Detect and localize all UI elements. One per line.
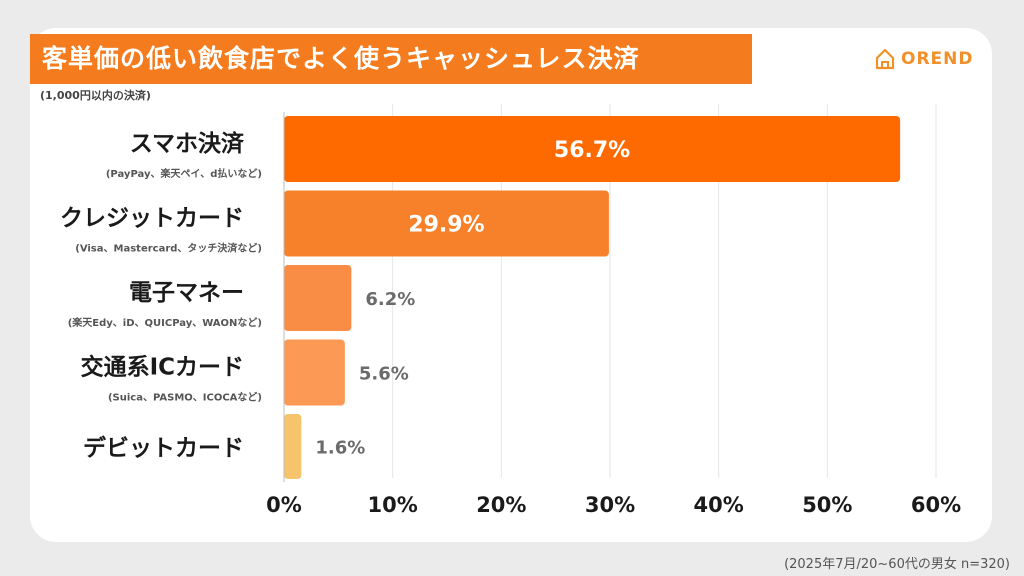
chart-subtitle: (1,000円以内の決済) [40,89,151,102]
chart-card [30,28,992,542]
x-tick-label: 10% [368,493,418,517]
category-label: スマホ決済 [130,130,245,157]
x-tick-label: 0% [266,493,302,517]
category-note: (楽天Edy、iD、QUICPay、WAONなど) [68,316,262,329]
chart-title: 客単価の低い飲食店でよく使うキャッシュレス決済 [30,34,752,84]
bar [284,116,901,182]
data-label: 29.9% [408,213,484,238]
category-note: (Visa、Mastercard、タッチ決済など) [75,242,262,255]
bar [284,190,609,257]
logo-text: OREND [901,49,974,69]
brand-logo: OREND [874,47,974,71]
x-tick-label: 40% [694,493,744,517]
category-label: 電子マネー [129,280,244,306]
category-label: デビットカード [83,435,244,462]
x-tick-label: 50% [802,493,852,517]
bar [284,265,352,331]
bar [284,414,302,479]
footnote: (2025年7月/20~60代の男女 n=320) [784,557,1010,572]
category-note: (Suica、PASMO、ICOCAなど) [108,391,262,404]
house-icon [875,48,895,70]
x-tick-label: 20% [476,493,526,517]
data-label: 6.2% [365,289,415,310]
x-tick-label: 60% [911,493,961,517]
bar [284,339,345,406]
data-label: 5.6% [359,364,409,385]
data-label: 56.7% [554,138,630,163]
category-note: (PayPay、楽天ペイ、d払いなど) [106,167,262,180]
category-label: クレジットカード [60,206,244,232]
x-tick-label: 30% [585,493,635,517]
category-label: 交通系ICカード [81,354,244,381]
data-label: 1.6% [315,438,365,459]
